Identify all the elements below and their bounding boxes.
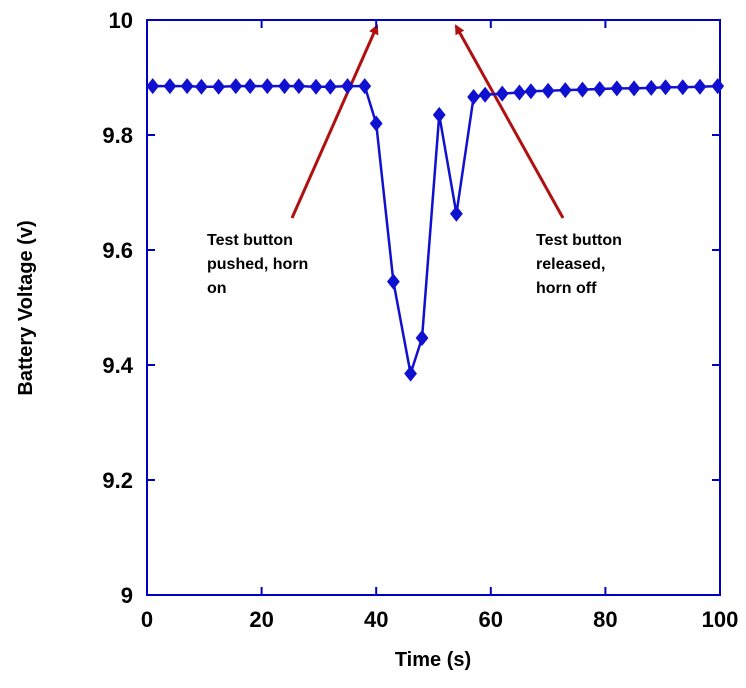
plot-frame <box>146 19 721 596</box>
annotation: Test button <box>207 232 293 249</box>
x-axis-label: Time (s) <box>395 649 471 671</box>
data-point <box>415 329 429 346</box>
data-point <box>593 81 607 97</box>
data-point <box>292 78 306 95</box>
data-point <box>513 84 526 101</box>
data-point <box>495 85 509 102</box>
series-line <box>152 84 718 375</box>
data-point <box>450 205 463 222</box>
data-point <box>243 78 257 95</box>
data-point <box>693 78 707 95</box>
annotation: Test button <box>536 232 622 249</box>
data-point <box>358 78 372 95</box>
data-point <box>541 82 555 99</box>
data-point <box>369 115 383 132</box>
annotation: horn off <box>536 280 597 297</box>
x-tick-label: 20 <box>249 607 273 632</box>
x-tick-label: 60 <box>479 607 503 632</box>
data-point <box>524 83 538 100</box>
data-point <box>323 78 337 95</box>
annotation: on <box>207 280 227 297</box>
y-tick-label: 9.2 <box>102 468 133 493</box>
data-point <box>212 78 226 95</box>
data-point <box>644 79 658 96</box>
annotation: released, <box>536 256 605 273</box>
data-point <box>467 89 481 106</box>
data-point <box>478 86 492 103</box>
data-point <box>260 78 274 95</box>
data-point <box>610 80 624 97</box>
annotation: pushed, horn <box>207 256 308 273</box>
y-tick-label: 9.8 <box>102 123 133 148</box>
data-point <box>163 78 177 95</box>
data-point <box>278 78 291 95</box>
data-point <box>627 80 641 97</box>
x-tick-label: 40 <box>364 607 388 632</box>
y-tick-label: 10 <box>109 8 133 33</box>
x-tick-label: 80 <box>593 607 617 632</box>
data-point <box>195 78 208 95</box>
data-point <box>404 365 417 382</box>
data-point <box>386 273 400 290</box>
data-point <box>432 106 446 123</box>
annotation-arrow <box>290 24 379 219</box>
data-point <box>146 78 160 95</box>
data-point <box>711 78 725 95</box>
data-point <box>558 82 572 99</box>
data-point <box>180 78 194 95</box>
x-tick-label: 100 <box>702 607 739 632</box>
y-axis-label: Battery Voltage (v) <box>15 220 37 395</box>
y-tick-label: 9 <box>121 583 133 608</box>
y-tick-label: 9.6 <box>102 238 133 263</box>
data-point <box>341 78 354 95</box>
data-point <box>659 79 672 96</box>
data-point <box>229 78 243 95</box>
data-point <box>676 79 690 96</box>
annotation-arrow <box>454 24 565 219</box>
data-point <box>309 78 323 95</box>
y-tick-label: 9.4 <box>102 353 133 378</box>
x-tick-label: 0 <box>141 607 153 632</box>
data-point <box>576 81 589 98</box>
